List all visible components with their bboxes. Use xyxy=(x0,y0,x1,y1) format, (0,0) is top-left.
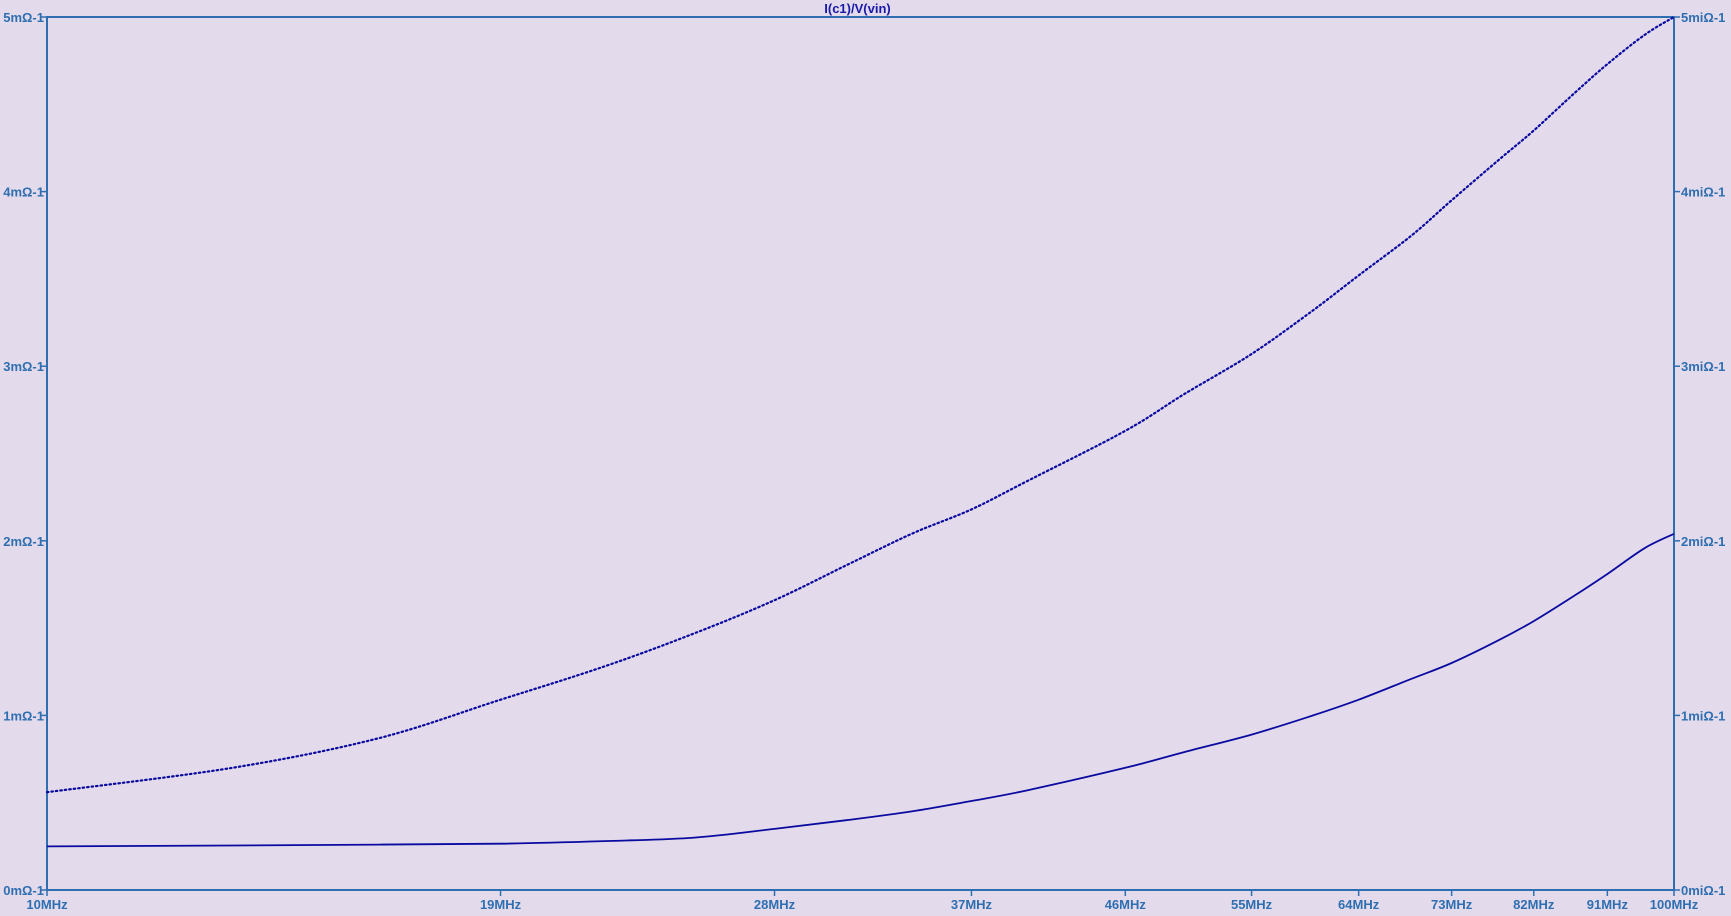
x-tick-label: 10MHz xyxy=(26,897,68,912)
y-right-tick-label: 1miΩ-1 xyxy=(1681,708,1725,723)
tick-labels: 10MHz 19MHz 28MHz 37MHz 46MHz 55MHz 64MHz 73MHz… xyxy=(3,10,1725,912)
y-right-tick-label: 5miΩ-1 xyxy=(1681,10,1725,25)
x-tick-label: 91MHz xyxy=(1587,897,1629,912)
x-tick-label: 55MHz xyxy=(1231,897,1273,912)
x-tick-label: 28MHz xyxy=(754,897,796,912)
x-tick-label: 37MHz xyxy=(951,897,993,912)
y-left-tick-label: 2mΩ-1 xyxy=(3,534,44,549)
traces[interactable] xyxy=(45,15,1676,848)
y-right-tick-label: 0miΩ-1 xyxy=(1681,883,1725,898)
y-right-tick-label: 4miΩ-1 xyxy=(1681,185,1725,200)
y-right-tick-label: 2miΩ-1 xyxy=(1681,534,1725,549)
plot-frame xyxy=(46,16,1675,891)
trace-dotted-line[interactable] xyxy=(45,15,1676,794)
x-tick-label: 19MHz xyxy=(480,897,522,912)
x-tick-label: 82MHz xyxy=(1513,897,1555,912)
y-left-tick-label: 1mΩ-1 xyxy=(3,708,44,723)
x-tick-label: 64MHz xyxy=(1338,897,1380,912)
tick-marks xyxy=(41,16,1680,896)
x-tick-label: 73MHz xyxy=(1431,897,1473,912)
x-tick-label: 46MHz xyxy=(1105,897,1147,912)
y-left-tick-label: 5mΩ-1 xyxy=(3,10,44,25)
trace-solid-line[interactable] xyxy=(46,532,1675,848)
y-left-tick-label: 0mΩ-1 xyxy=(3,883,44,898)
chart-title[interactable]: I(c1)/V(vin) xyxy=(824,1,890,16)
y-right-tick-label: 3miΩ-1 xyxy=(1681,359,1725,374)
x-tick-label: 100MHz xyxy=(1650,897,1699,912)
y-left-tick-label: 3mΩ-1 xyxy=(3,359,44,374)
y-left-tick-label: 4mΩ-1 xyxy=(3,185,44,200)
